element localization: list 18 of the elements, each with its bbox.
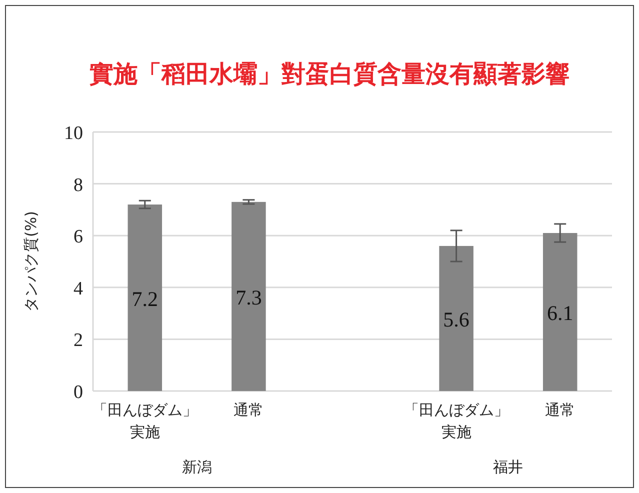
data-label: 6.1 — [546, 301, 574, 326]
y-tick-label: 0 — [74, 382, 83, 403]
y-tick-label: 10 — [64, 123, 83, 144]
y-tick-label: 6 — [74, 226, 83, 248]
data-label: 5.6 — [443, 307, 470, 332]
x-tick-label: 「田んぼダム」実施 — [92, 401, 198, 441]
x-tick-label: 通常 — [234, 401, 264, 419]
y-tick-label: 2 — [74, 330, 83, 352]
data-label: 7.2 — [132, 286, 158, 311]
text: 新潟 — [182, 458, 212, 476]
chart-title: 實施「稻田水壩」對蛋白質含量沒有顯著影響 — [90, 60, 570, 88]
x-tick-label: 通常 — [545, 401, 576, 419]
y-tick-label: 4 — [74, 278, 84, 300]
data-label: 7.3 — [236, 285, 262, 310]
text: 福井 — [493, 458, 524, 476]
y-tick-label: 8 — [74, 174, 83, 196]
x-tick-label: 「田んぼダム」実施 — [404, 401, 509, 441]
y-axis-title: タンパク質(%) — [22, 211, 40, 312]
